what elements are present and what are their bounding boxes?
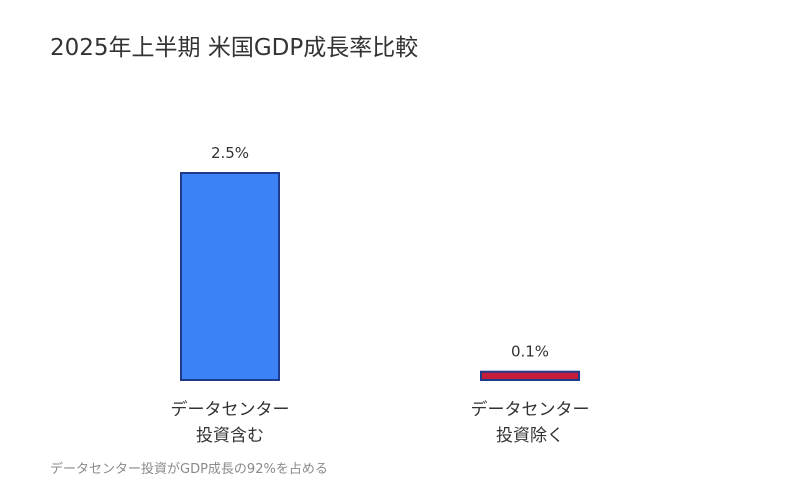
bar-2: [480, 370, 580, 382]
bar-1: [180, 172, 280, 381]
category-label-2-line-1: データセンター: [471, 399, 590, 420]
bar-value-label-1: 2.5%: [211, 144, 249, 162]
bar-value-label-2: 0.1%: [511, 343, 549, 361]
chart-footnote: データセンター投資がGDP成長の92%を占める: [50, 462, 328, 477]
category-label-1-line-2: 投資含む: [196, 426, 264, 446]
category-label-2-line-2: 投資除く: [496, 426, 564, 446]
bars-layer: [180, 172, 580, 382]
chart-title: 2025年上半期 米国GDP成長率比較: [50, 35, 419, 61]
category-label-1-line-1: データセンター: [171, 399, 290, 420]
